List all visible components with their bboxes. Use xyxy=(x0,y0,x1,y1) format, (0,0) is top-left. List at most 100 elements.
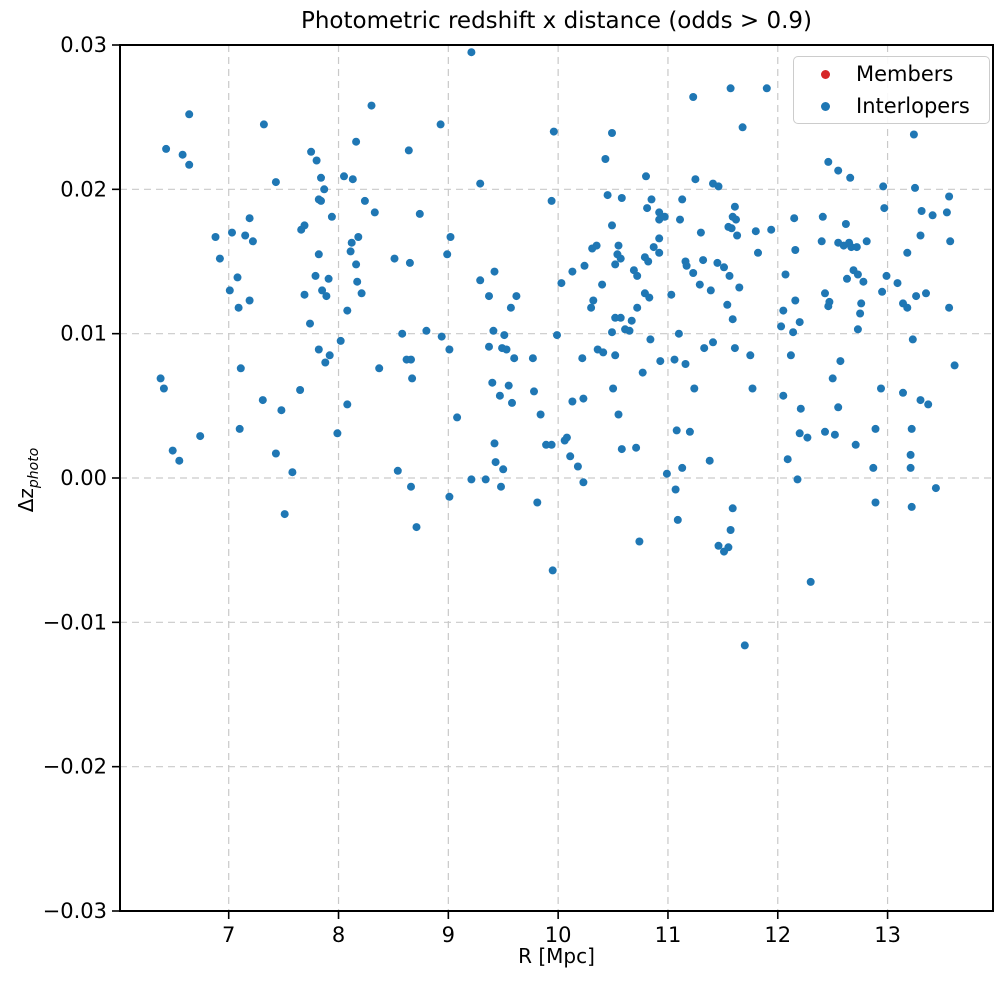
scatter-point-interlopers xyxy=(547,440,556,449)
scatter-point-interlopers xyxy=(245,214,254,223)
members-marker-icon xyxy=(821,69,830,79)
scatter-point-interlopers xyxy=(370,208,379,217)
scatter-point-interlopers xyxy=(603,191,612,200)
scatter-point-interlopers xyxy=(931,484,940,493)
scatter-point-interlopers xyxy=(740,641,749,650)
x-tick-label: 12 xyxy=(764,923,791,947)
scatter-point-interlopers xyxy=(412,523,421,532)
scatter-point-interlopers xyxy=(436,120,445,129)
scatter-point-interlopers xyxy=(296,386,305,394)
y-tick-label: −0.02 xyxy=(43,755,107,779)
scatter-point-interlopers xyxy=(325,351,334,360)
scatter-point-interlopers xyxy=(907,424,916,433)
scatter-point-interlopers xyxy=(724,543,733,552)
scatter-point-interlopers xyxy=(235,424,244,433)
scatter-point-interlopers xyxy=(271,449,280,458)
scatter-point-interlopers xyxy=(656,357,665,366)
scatter-point-interlopers xyxy=(333,429,342,438)
scatter-point-interlopers xyxy=(481,475,490,484)
scatter-point-interlopers xyxy=(942,208,951,217)
scatter-point-interlopers xyxy=(647,195,656,204)
scatter-point-interlopers xyxy=(645,293,654,302)
scatter-point-interlopers xyxy=(422,326,431,335)
scatter-point-interlopers xyxy=(446,233,455,241)
scatter-point-interlopers xyxy=(592,241,601,250)
scatter-point-interlopers xyxy=(168,446,177,455)
interlopers-marker-icon xyxy=(821,101,830,111)
y-tick-label: 0.00 xyxy=(60,466,107,490)
scatter-point-interlopers xyxy=(445,345,454,354)
scatter-point-interlopers xyxy=(726,526,735,534)
scatter-point-interlopers xyxy=(662,469,671,478)
scatter-point-interlopers xyxy=(343,306,352,315)
scatter-point-interlopers xyxy=(676,215,684,224)
scatter-point-interlopers xyxy=(730,202,739,211)
scatter-point-interlopers xyxy=(644,257,653,266)
scatter-point-interlopers xyxy=(499,465,508,474)
scatter-point-interlopers xyxy=(445,492,454,501)
scatter-point-interlopers xyxy=(841,220,850,228)
scatter-point-interlopers xyxy=(617,194,626,202)
scatter-point-interlopers xyxy=(271,178,280,187)
scatter-point-interlopers xyxy=(407,482,415,491)
scatter-point-interlopers xyxy=(655,208,664,217)
scatter-point-interlopers xyxy=(415,209,424,218)
scatter-point-interlopers xyxy=(579,394,588,403)
scatter-point-interlopers xyxy=(777,322,786,331)
scatter-point-interlopers xyxy=(853,270,862,279)
scatter-point-interlopers xyxy=(803,433,812,442)
scatter-point-interlopers xyxy=(690,384,699,393)
scatter-point-interlopers xyxy=(767,225,776,234)
scatter-point-interlopers xyxy=(706,286,715,295)
y-axis-label-base: Δz xyxy=(14,488,38,513)
scatter-point-interlopers xyxy=(899,388,907,397)
scatter-point-interlopers xyxy=(720,263,728,272)
scatter-point-interlopers xyxy=(360,196,369,205)
scatter-point-interlopers xyxy=(557,279,566,288)
scatter-point-interlopers xyxy=(608,328,616,337)
scatter-point-interlopers xyxy=(608,221,616,230)
scatter-point-interlopers xyxy=(691,175,700,184)
scatter-point-interlopers xyxy=(314,345,323,354)
scatter-point-interlopers xyxy=(732,215,740,224)
scatter-point-interlopers xyxy=(779,391,788,400)
scatter-point-interlopers xyxy=(549,127,558,136)
scatter-point-interlopers xyxy=(824,157,833,166)
scatter-point-interlopers xyxy=(674,329,683,338)
scatter-point-interlopers xyxy=(568,397,577,406)
scatter-point-interlopers xyxy=(946,237,955,246)
scatter-point-interlopers xyxy=(443,250,452,259)
scatter-point-interlopers xyxy=(490,267,499,276)
scatter-point-interlopers xyxy=(318,286,327,295)
scatter-point-interlopers xyxy=(611,351,620,360)
scatter-point-interlopers xyxy=(616,254,625,263)
scatter-point-interlopers xyxy=(699,256,708,265)
scatter-point-interlopers xyxy=(671,485,680,494)
scatter-point-interlopers xyxy=(215,254,224,263)
scatter-point-interlopers xyxy=(491,458,500,467)
scatter-point-interlopers xyxy=(700,344,709,353)
scatter-point-interlopers xyxy=(945,303,954,312)
scatter-point-interlopers xyxy=(714,541,723,550)
scatter-point-interlopers xyxy=(162,144,171,153)
scatter-point-interlopers xyxy=(185,160,194,169)
scatter-point-interlopers xyxy=(836,357,845,366)
legend-row-interlopers: Interlopers xyxy=(794,91,989,121)
scatter-point-interlopers xyxy=(508,398,516,407)
scatter-point-interlopers xyxy=(196,432,205,441)
scatter-point-interlopers xyxy=(945,192,954,201)
scatter-point-interlopers xyxy=(542,440,551,449)
scatter-point-interlopers xyxy=(911,183,919,192)
scatter-point-interlopers xyxy=(877,384,885,393)
scatter-point-interlopers xyxy=(340,172,348,181)
scatter-point-interlopers xyxy=(314,250,323,259)
scatter-point-interlopers xyxy=(862,237,871,246)
scatter-point-interlopers xyxy=(476,276,485,285)
scatter-point-interlopers xyxy=(821,427,829,436)
scatter-point-interlopers xyxy=(258,396,267,405)
scatter-point-interlopers xyxy=(488,378,497,387)
scatter-point-interlopers xyxy=(786,351,795,360)
scatter-point-interlopers xyxy=(175,456,184,465)
scatter-point-interlopers xyxy=(847,243,856,252)
